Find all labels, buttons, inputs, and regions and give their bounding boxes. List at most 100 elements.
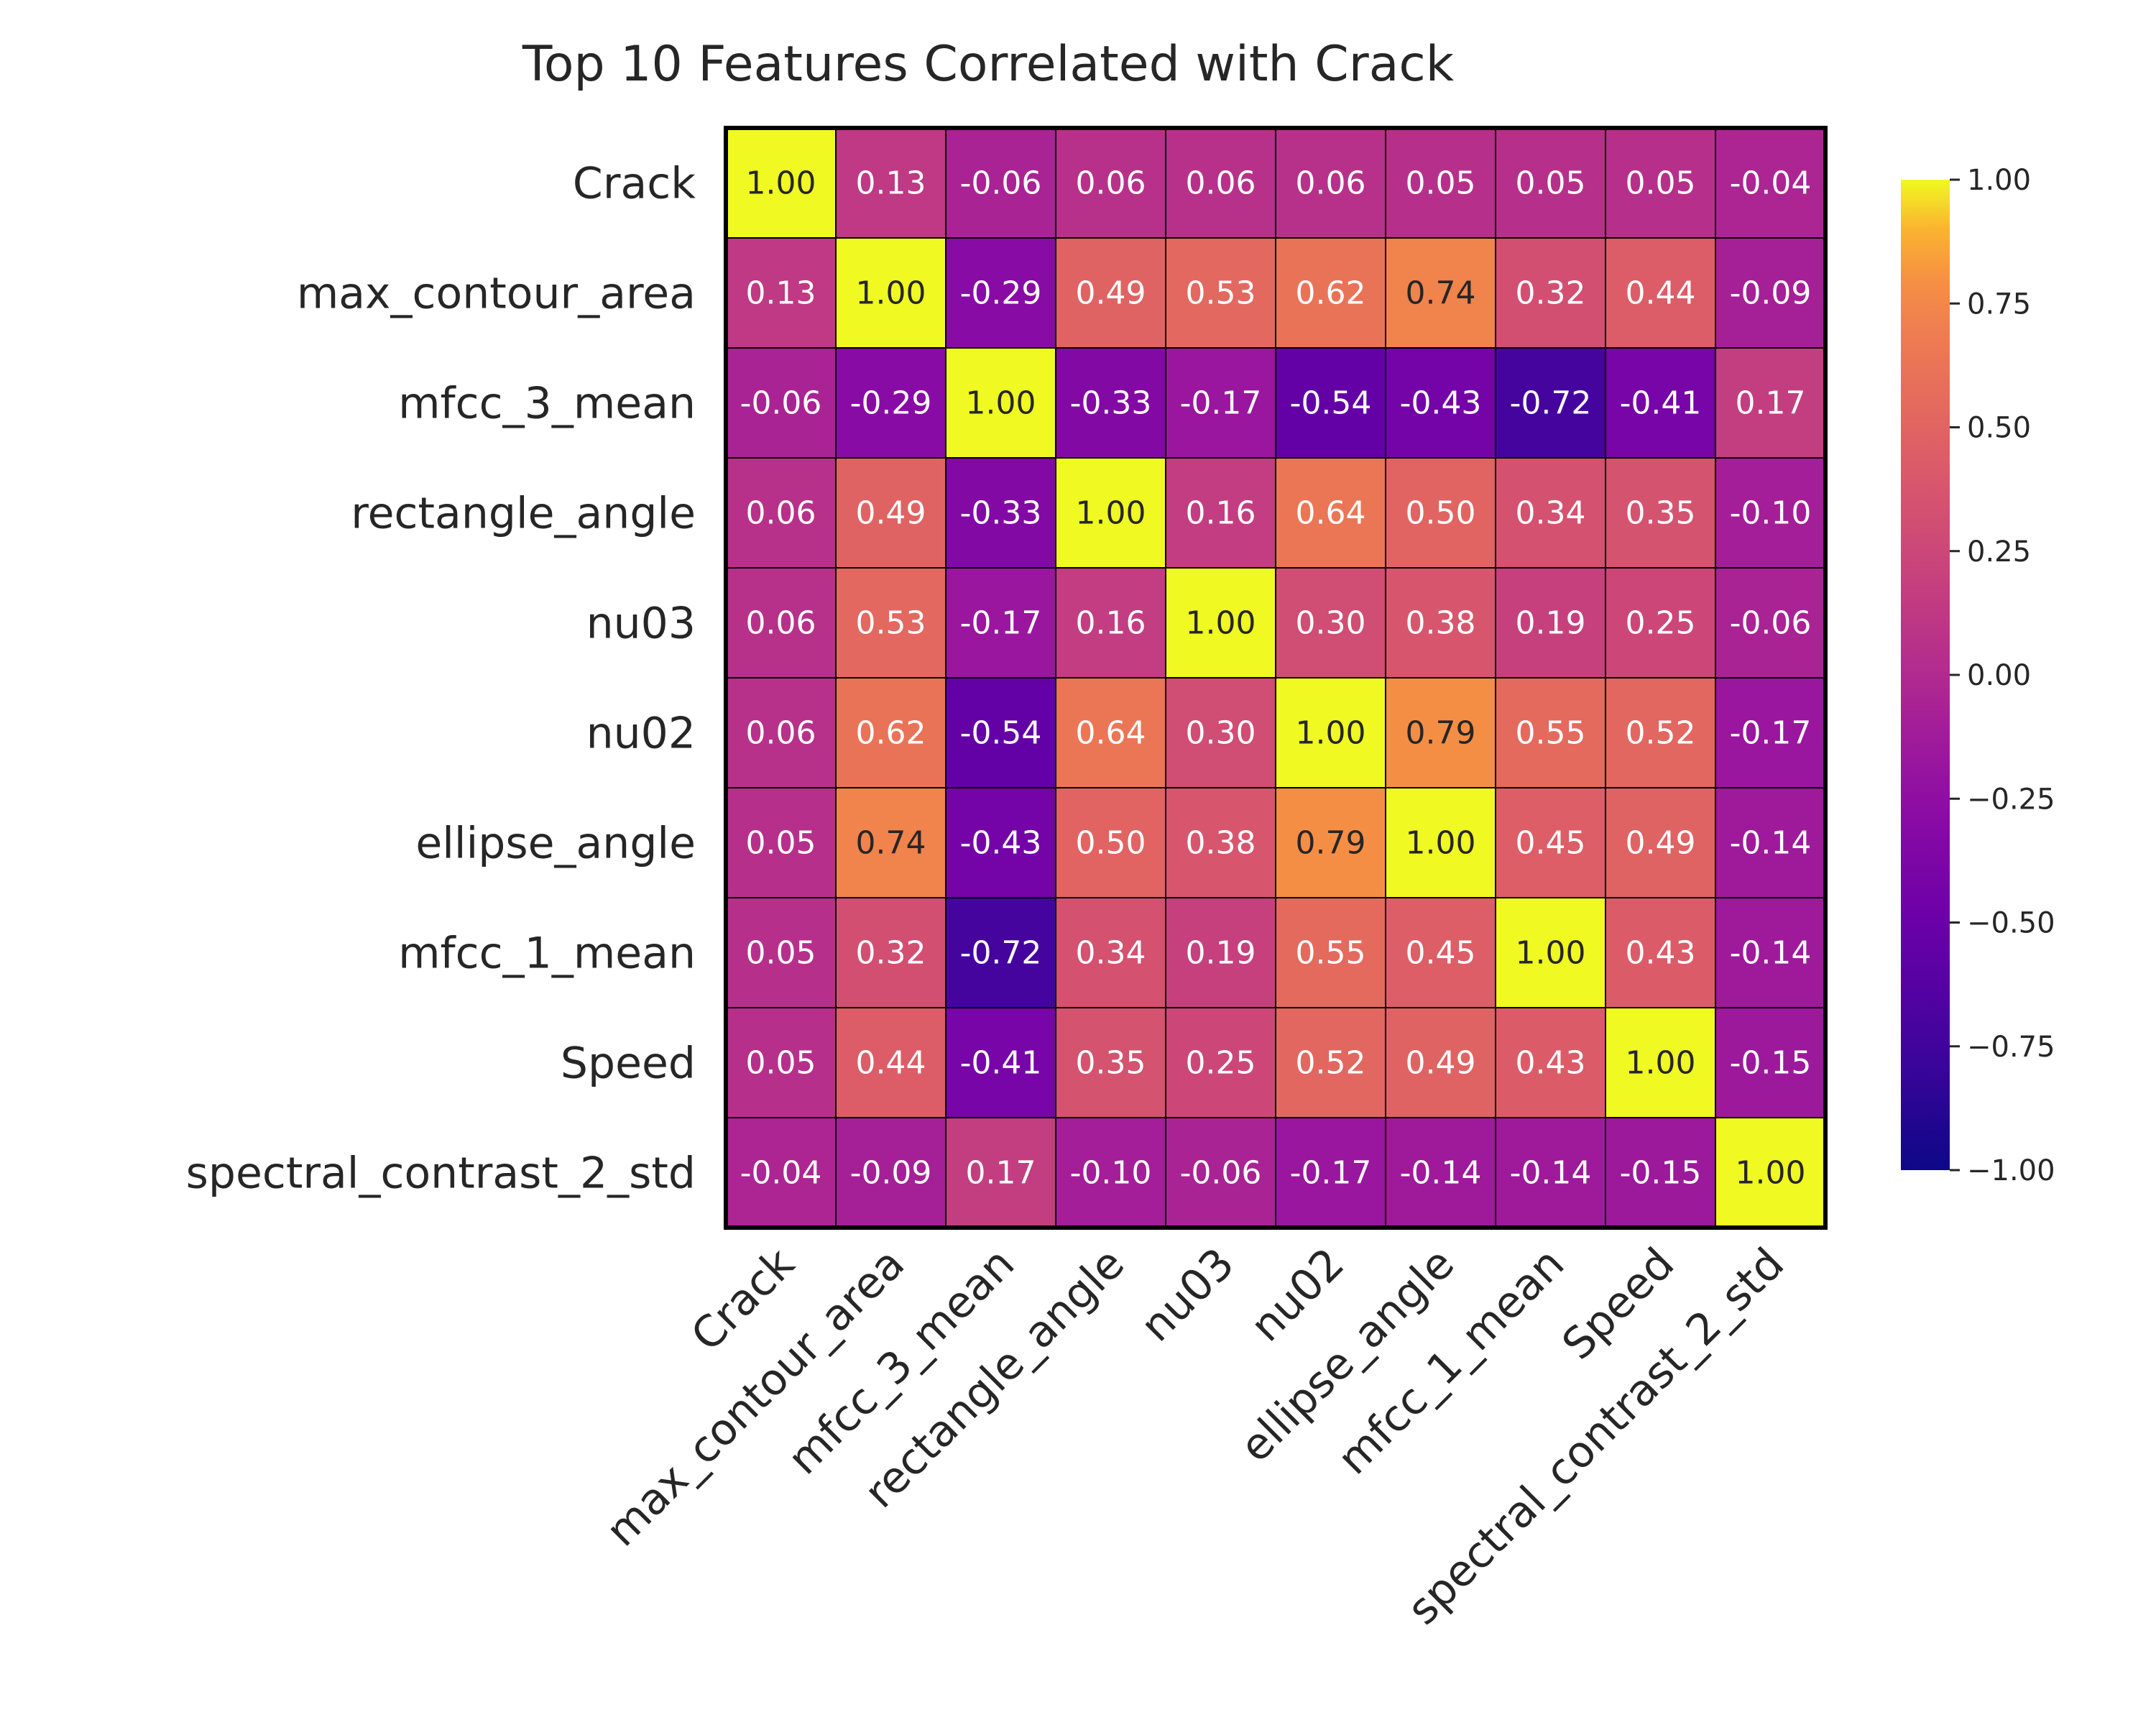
heatmap-cell-label: -0.29 <box>960 275 1042 312</box>
heatmap-cell-label: -0.04 <box>740 1155 822 1192</box>
heatmap-cell-label: 0.53 <box>1186 275 1256 312</box>
heatmap-cell-label: -0.41 <box>1620 385 1702 422</box>
heatmap-cell-label: 0.44 <box>856 1045 926 1082</box>
row-label: mfcc_1_mean <box>398 929 696 979</box>
heatmap-cell-label: 0.17 <box>1736 385 1806 422</box>
row-label: mfcc_3_mean <box>398 379 696 429</box>
heatmap-cell <box>1385 897 1496 1008</box>
heatmap-cell <box>1165 567 1276 678</box>
heatmap-cell-label: 0.25 <box>1186 1045 1256 1082</box>
heatmap-cell-label: -0.43 <box>960 825 1042 862</box>
heatmap-cell-label: 1.00 <box>746 165 816 202</box>
row-label: Speed <box>561 1039 696 1089</box>
heatmap-cell-label: -0.54 <box>960 715 1042 752</box>
heatmap-cell-label: 1.00 <box>856 275 926 312</box>
heatmap-cell-label: -0.72 <box>960 935 1042 972</box>
row-labels: Crack max_contour_area mfcc_3_mean rectangl… <box>186 159 696 1199</box>
colorbar-tick-label: −0.50 <box>1967 907 2055 940</box>
heatmap-cell-label: 0.50 <box>1406 495 1476 532</box>
heatmap-cell-label: 0.25 <box>1626 605 1696 642</box>
heatmap-cell <box>1605 787 1716 898</box>
heatmap-cell <box>1275 237 1386 349</box>
heatmap-cell <box>1275 567 1386 678</box>
heatmap-cell <box>1385 347 1496 459</box>
heatmap-cell-label: -0.15 <box>1730 1045 1812 1082</box>
heatmap-cell <box>1385 787 1496 898</box>
heatmap-cell-label: 0.34 <box>1516 495 1586 532</box>
heatmap-cell <box>1715 127 1826 239</box>
heatmap-cell-label: 0.79 <box>1296 825 1366 862</box>
colorbar-tick-label: −0.25 <box>1967 783 2055 816</box>
heatmap-cell <box>1605 897 1716 1008</box>
heatmap-cell-label: -0.43 <box>1400 385 1482 422</box>
heatmap-cell-label: -0.14 <box>1510 1155 1592 1192</box>
heatmap-cell-label: -0.17 <box>1290 1155 1372 1192</box>
heatmap-cell <box>1495 237 1606 349</box>
heatmap-cell-label: -0.14 <box>1730 825 1812 862</box>
heatmap-cell-label: 0.74 <box>856 825 926 862</box>
heatmap-cell <box>1385 457 1496 569</box>
heatmap-cell <box>945 237 1056 349</box>
heatmap-cell-label: 1.00 <box>1516 935 1586 972</box>
heatmap-cell <box>1055 1007 1166 1118</box>
chart-title: Top 10 Features Correlated with Crack <box>522 36 1455 93</box>
colorbar-tick-label: 0.75 <box>1967 288 2031 321</box>
heatmap-cell <box>945 567 1056 678</box>
heatmap-cell-label: 0.49 <box>1076 275 1146 312</box>
heatmap-cell-label: -0.10 <box>1070 1155 1152 1192</box>
heatmap-cell-label: 0.53 <box>856 605 926 642</box>
row-label: max_contour_area <box>297 269 696 319</box>
heatmap-cell <box>1055 897 1166 1008</box>
heatmap-cell-label: 0.05 <box>1626 165 1696 202</box>
heatmap-cell-label: 1.00 <box>966 385 1036 422</box>
heatmap-cell <box>1165 457 1276 569</box>
heatmap-cell-label: 0.06 <box>1076 165 1146 202</box>
heatmap-cell <box>835 347 946 459</box>
heatmap-cell <box>1715 567 1826 678</box>
heatmap-cell-label: 0.45 <box>1406 935 1476 972</box>
heatmap-cell-label: 0.49 <box>1626 825 1696 862</box>
heatmap-cell <box>725 677 837 788</box>
heatmap-cell <box>1605 347 1716 459</box>
heatmap-cell <box>835 237 946 349</box>
heatmap-cell-label: -0.17 <box>960 605 1042 642</box>
heatmap-cell <box>835 127 946 239</box>
heatmap-cell <box>1495 127 1606 239</box>
heatmap-cell <box>1275 127 1386 239</box>
heatmap-cell-label: -0.06 <box>960 165 1042 202</box>
heatmap-cell-label: 0.19 <box>1186 935 1256 972</box>
heatmap-cell-label: -0.06 <box>740 385 822 422</box>
heatmap-cell <box>1495 1117 1606 1228</box>
heatmap-cell-label: 0.05 <box>1406 165 1476 202</box>
heatmap-cell-label: -0.14 <box>1400 1155 1482 1192</box>
heatmap-cell <box>1495 787 1606 898</box>
heatmap-cell <box>1165 127 1276 239</box>
heatmap-cell <box>1165 1007 1276 1118</box>
heatmap-cells: 1.00 0.13 -0.06 0.06 0.06 0.06 0.05 0.05 0.05 -0.… <box>725 127 1826 1228</box>
heatmap-cell-label: -0.04 <box>1730 165 1812 202</box>
heatmap-cell <box>1605 237 1716 349</box>
heatmap-cell-label: -0.06 <box>1730 605 1812 642</box>
heatmap-cell <box>945 1007 1056 1118</box>
heatmap-cell <box>725 1117 837 1228</box>
heatmap-cell <box>1275 1117 1386 1228</box>
heatmap-cell-label: 1.00 <box>1076 495 1146 532</box>
colorbar-tick-label: 0.25 <box>1967 535 2031 569</box>
colorbar <box>1901 180 1950 1170</box>
heatmap-cell <box>945 677 1056 788</box>
heatmap-cell <box>1385 237 1496 349</box>
heatmap-cell-label: 0.38 <box>1406 605 1476 642</box>
heatmap-cell <box>1165 347 1276 459</box>
heatmap-cell-label: 0.64 <box>1296 495 1366 532</box>
colorbar-ticks: 1.00 0.75 0.50 0.25 0.00 −0.25 −0.50 −0.75 −1.00 <box>1950 164 2055 1187</box>
heatmap-cell-label: 0.52 <box>1296 1045 1366 1082</box>
heatmap-cell <box>1385 1117 1496 1228</box>
heatmap-cell <box>1715 1117 1826 1228</box>
colorbar-tick-label: 0.50 <box>1967 412 2031 445</box>
heatmap-cell-label: 0.32 <box>856 935 926 972</box>
heatmap-cell-label: 0.06 <box>746 605 816 642</box>
heatmap-cell <box>1605 567 1716 678</box>
heatmap-cell-label: -0.33 <box>1070 385 1152 422</box>
heatmap-cell <box>725 787 837 898</box>
heatmap-cell-label: -0.72 <box>1510 385 1592 422</box>
